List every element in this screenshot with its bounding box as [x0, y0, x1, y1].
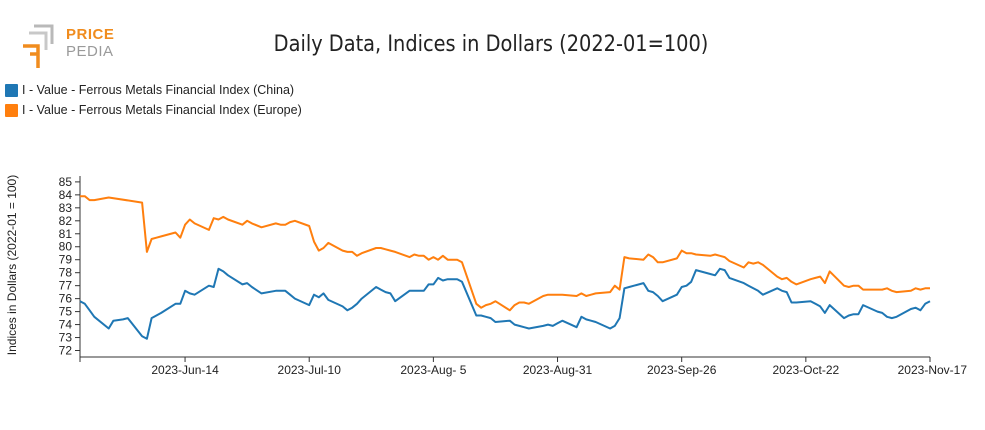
x-tick-label: 2023-Aug-31: [523, 363, 593, 377]
logo-word-pedia: PEDIA: [66, 43, 114, 60]
legend-label-europe: I - Value - Ferrous Metals Financial Ind…: [22, 103, 302, 117]
x-axis: 2023-Jun-14 2023-Jul-10 2023-Aug- 5 2023-Au…: [79, 356, 968, 377]
legend-swatch-europe: [5, 103, 18, 117]
y-tick-label: 76: [59, 292, 73, 306]
legend-item-china[interactable]: I - Value - Ferrous Metals Financial Ind…: [5, 80, 302, 100]
y-tick-label: 84: [59, 188, 73, 202]
y-tick-label: 83: [59, 201, 73, 215]
y-axis-title: Indices in Dollars (2022-01 = 100): [5, 175, 19, 355]
y-tick-label: 78: [59, 266, 73, 280]
y-tick-label: 77: [59, 279, 73, 293]
series-layer: [79, 195, 931, 340]
y-tick-label: 85: [59, 175, 73, 189]
y-tick-label: 81: [59, 227, 73, 241]
x-tick-label: 2023-Nov-17: [898, 363, 968, 377]
y-tick-label: 72: [59, 344, 73, 358]
pricepedia-logo-mark-icon: [23, 24, 54, 68]
x-tick-label: 2023-Oct-22: [772, 363, 839, 377]
x-tick-label: 2023-Aug- 5: [400, 363, 466, 377]
x-tick-label: 2023-Sep-26: [647, 363, 717, 377]
y-tick-label: 74: [59, 318, 73, 332]
legend-label-china: I - Value - Ferrous Metals Financial Ind…: [22, 83, 295, 97]
legend: I - Value - Ferrous Metals Financial Ind…: [5, 80, 302, 120]
legend-item-europe[interactable]: I - Value - Ferrous Metals Financial Ind…: [5, 100, 302, 120]
chart-title: Daily Data, Indices in Dollars (2022-01=…: [273, 32, 709, 57]
y-tick-label: 80: [59, 240, 73, 254]
series-line-europe: [80, 195, 930, 312]
y-tick-label: 73: [59, 331, 73, 345]
series-line-china: [79, 267, 931, 340]
x-tick-label: 2023-Jul-10: [278, 363, 342, 377]
y-tick-label: 75: [59, 305, 73, 319]
y-tick-label: 79: [59, 253, 73, 267]
y-tick-label: 82: [59, 214, 73, 228]
legend-swatch-china: [5, 83, 18, 97]
x-tick-label: 2023-Jun-14: [151, 363, 219, 377]
pricepedia-logo: PRICE PEDIA: [20, 24, 130, 72]
logo-word-price: PRICE: [66, 26, 115, 43]
